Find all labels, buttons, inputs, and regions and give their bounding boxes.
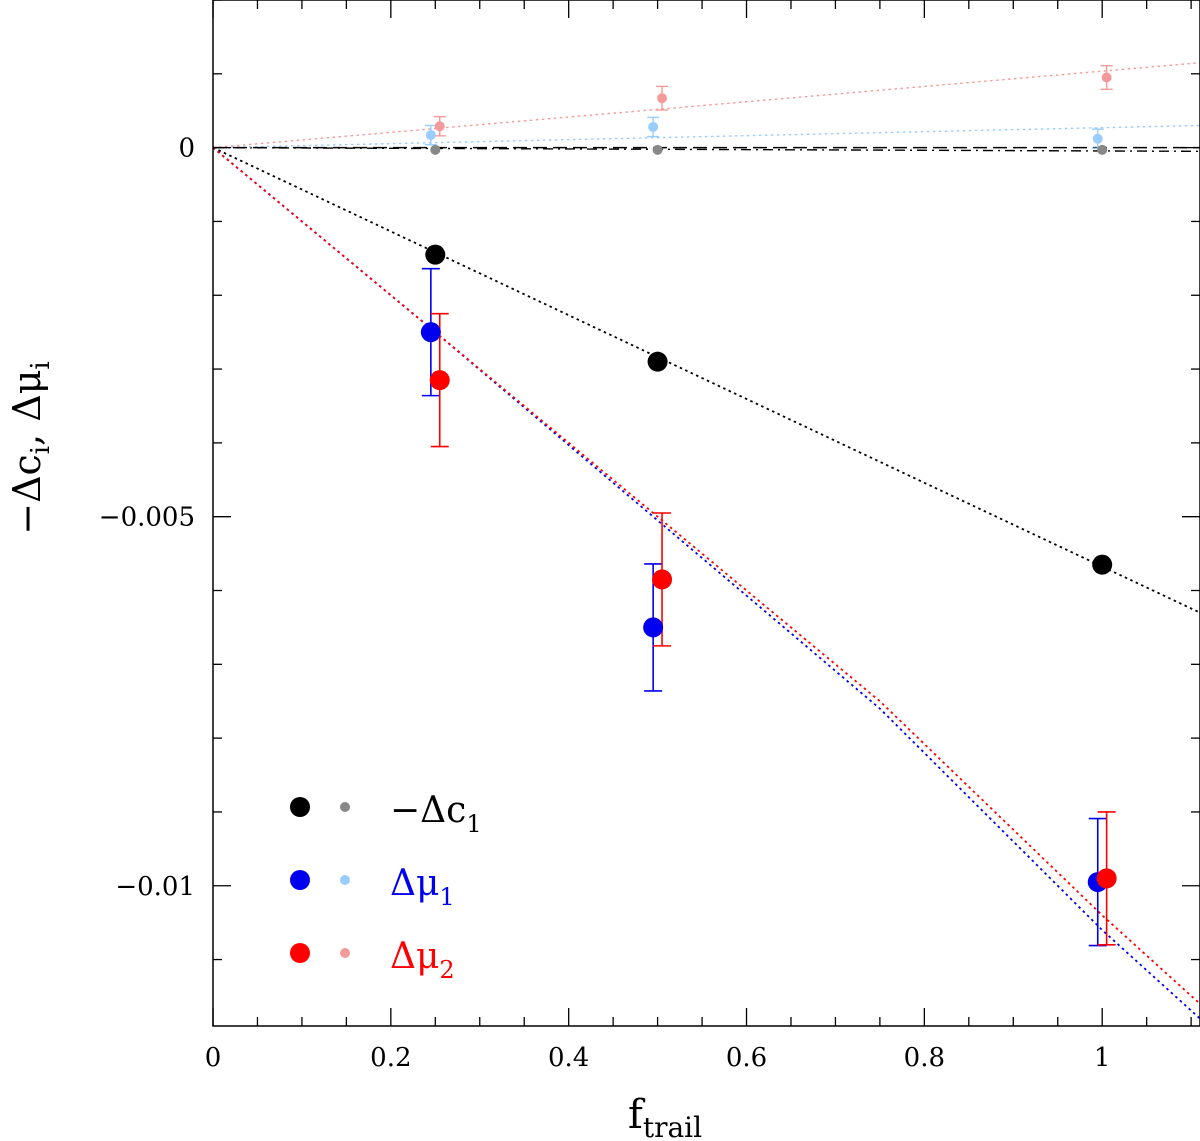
fit-line [212,146,1200,1020]
legend-marker-large [290,797,310,817]
data-points [420,72,1117,893]
data-point [1096,868,1117,889]
data-point [1101,72,1112,83]
data-point [647,351,668,372]
data-point [1092,554,1113,575]
data-point [430,144,441,155]
legend-entry-dmu1: Δμ1 [290,863,455,911]
x-tick-label: 0.8 [904,1043,945,1073]
fit-lines [212,62,1200,1020]
data-point [1092,133,1103,144]
legend-entry-neg-dc1: −Δc1 [290,790,482,838]
legend-label: Δμ2 [390,936,455,984]
data-point [652,144,663,155]
plot-frame [212,0,1200,1027]
data-point [657,93,668,104]
legend-marker-small [340,948,350,958]
legend-label: Δμ1 [390,863,455,911]
data-point [652,569,673,590]
data-point [425,244,446,265]
legend-marker-small [340,802,350,812]
data-point [429,370,450,391]
fit-line [212,146,1200,614]
fit-line [212,146,1200,153]
fit-line [212,146,1200,1005]
data-point [643,617,664,638]
x-tick-label: 0.4 [548,1043,589,1073]
data-point [420,322,441,343]
x-tick-label: 0.2 [370,1043,411,1073]
data-point [434,121,445,132]
y-tick-label: −0.005 [99,503,195,533]
data-point [1097,144,1108,155]
x-tick-label: 0.6 [726,1043,767,1073]
fit-line [212,124,1200,149]
x-axis-title: ftrail [628,1092,702,1141]
error-bars [421,64,1116,947]
legend-label: −Δc1 [390,790,482,838]
axis-ticks [212,0,1200,1026]
y-axis-title: −Δci, Δμi [5,361,56,535]
y-tick-label: −0.01 [115,872,195,902]
data-point [425,130,436,141]
y-tick-label: 0 [178,134,195,164]
legend-marker-large [290,870,310,890]
data-point [648,121,659,132]
legend-marker-large [290,943,310,963]
fit-line [212,62,1200,149]
tick-labels: 0 0.2 0.4 0.6 0.8 1 0 −0.005 −0.01 [99,134,1111,1073]
legend: −Δc1 Δμ1 Δμ2 [290,790,482,984]
legend-entry-dmu2: Δμ2 [290,936,455,984]
legend-marker-small [340,875,350,885]
x-tick-label: 0 [205,1043,222,1073]
x-tick-label: 1 [1094,1043,1111,1073]
